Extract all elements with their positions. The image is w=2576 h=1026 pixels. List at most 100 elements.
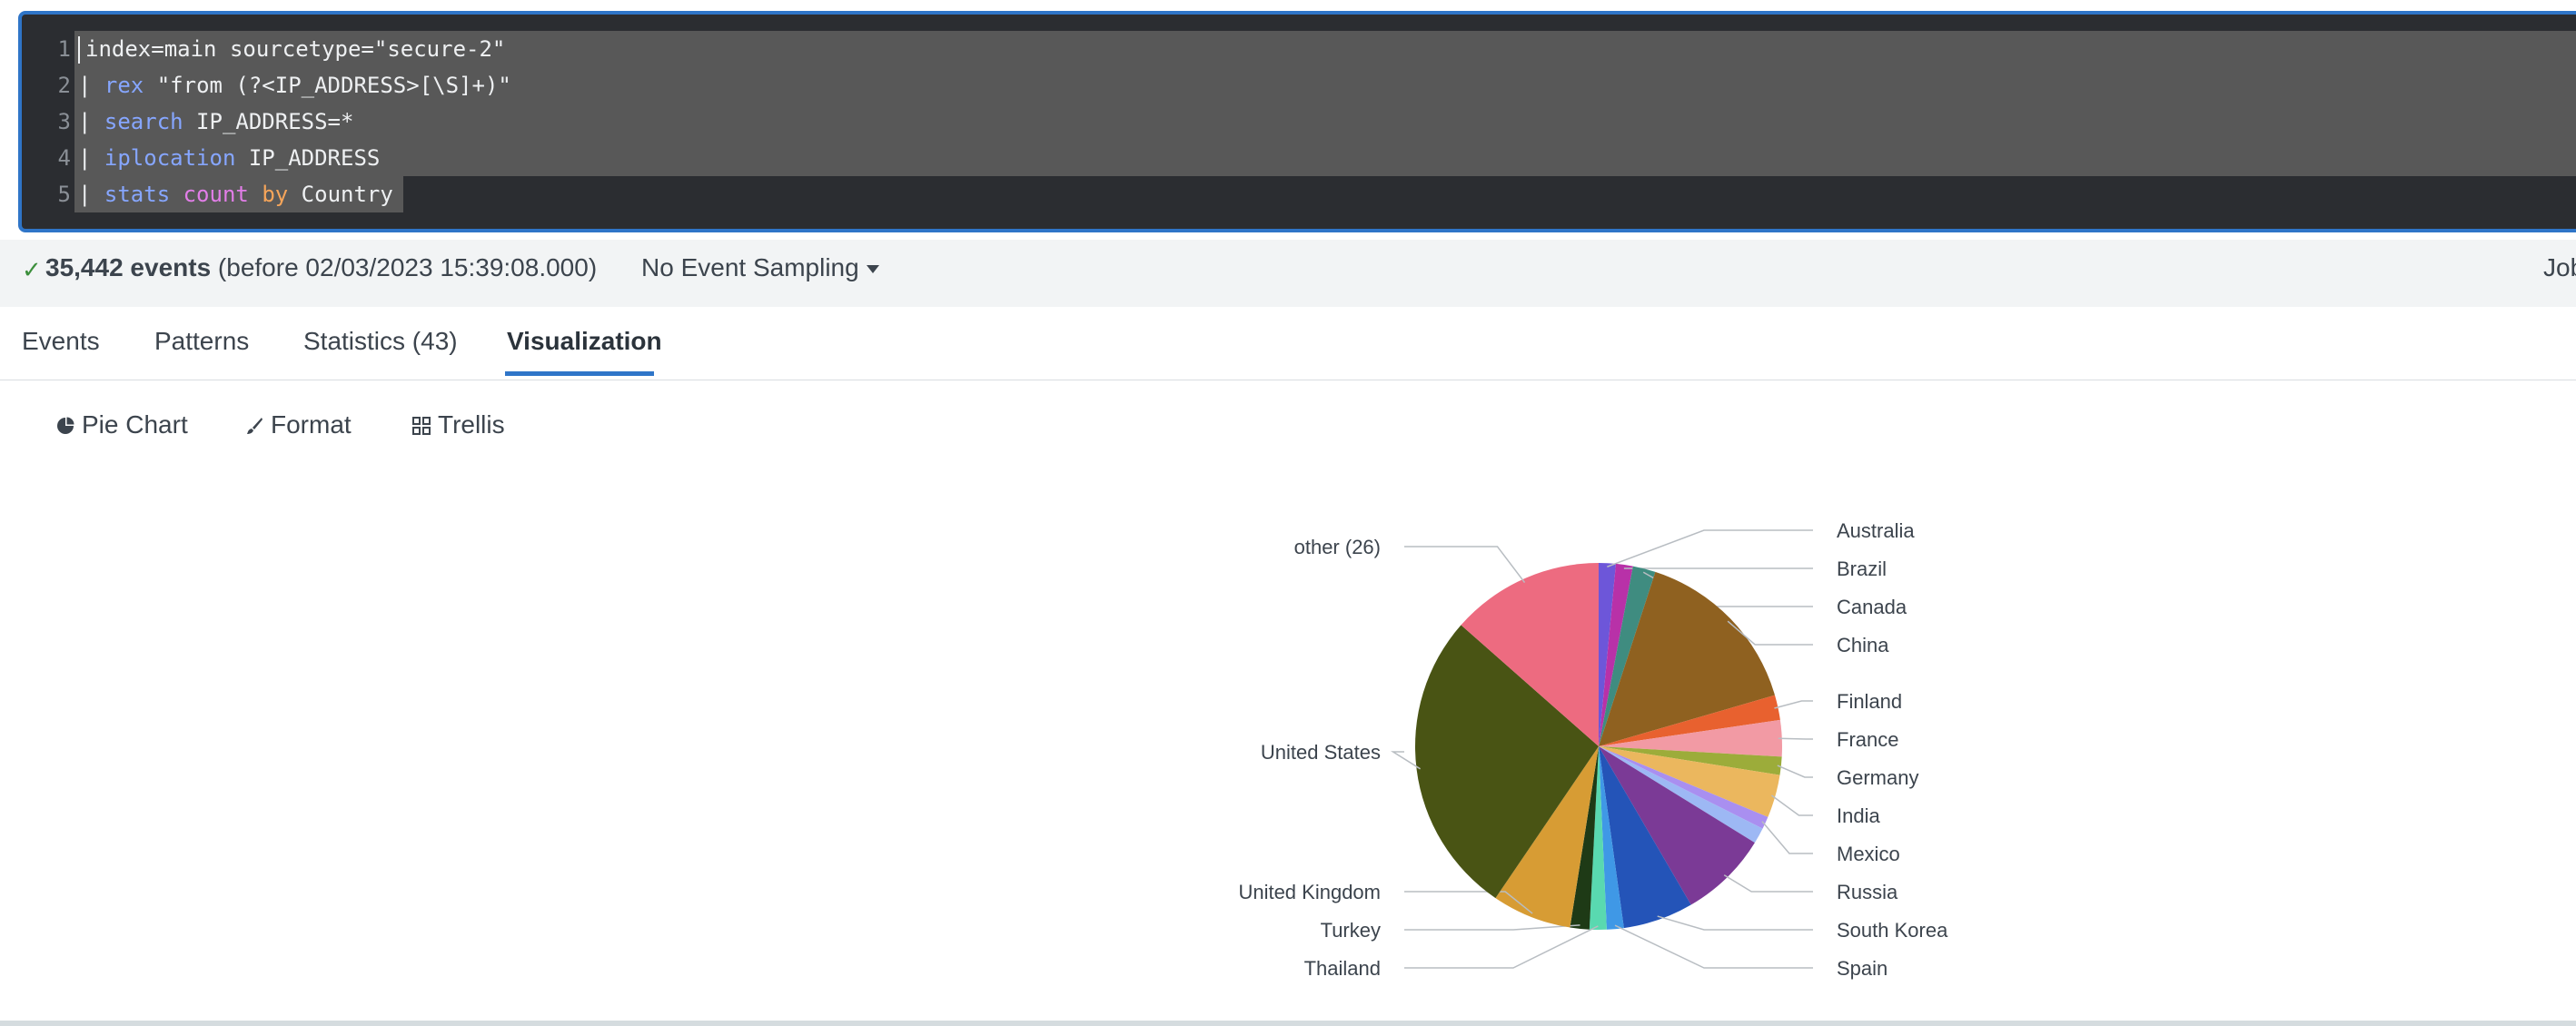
tab-patterns[interactable]: Patterns	[154, 327, 250, 355]
pie-slice[interactable]	[1599, 719, 1782, 757]
function-keyword: count	[183, 182, 249, 207]
command-keyword: search	[104, 109, 183, 134]
slice-label: South Korea	[1837, 919, 1948, 942]
leader-line	[1607, 529, 1813, 567]
leader-line	[1774, 700, 1813, 709]
slice-label: Germany	[1837, 766, 1918, 789]
leader-line	[1404, 891, 1533, 914]
slice-label: Russia	[1837, 881, 1898, 903]
leader-line	[1614, 924, 1813, 969]
command-keyword: stats	[104, 182, 171, 207]
caret-down-icon	[866, 265, 879, 274]
job-status-bar	[0, 240, 2576, 307]
code-text: Country	[288, 182, 393, 207]
trellis-label: Trellis	[438, 410, 505, 439]
search-editor[interactable]: 1 index=main sourcetype="secure-2" 2 | r…	[18, 11, 2576, 232]
line-number: 4	[57, 145, 71, 171]
pie-chart-label: Pie Chart	[82, 410, 188, 439]
leader-line	[1404, 925, 1599, 969]
pie-slice[interactable]	[1599, 746, 1769, 829]
event-count-value: 35,442 events	[45, 253, 212, 281]
pie-chart-button[interactable]: Pie Chart	[56, 410, 188, 441]
pie-chart: Australia Brazil Canada China Finland France G…	[1238, 519, 1948, 980]
slice-label: Mexico	[1837, 843, 1900, 865]
pie-slice[interactable]	[1599, 746, 1755, 905]
leader-line	[1770, 794, 1813, 816]
tab-events[interactable]: Events	[22, 327, 100, 355]
pie-slice[interactable]	[1599, 746, 1624, 930]
pie-slice[interactable]	[1461, 563, 1599, 746]
leader-line	[1404, 924, 1580, 931]
code-text: "from (?<IP_ADDRESS>[\S]+)"	[144, 73, 511, 98]
code-line-4: 4 | iplocation IP_ADDRESS	[22, 140, 2576, 176]
brush-icon	[245, 412, 263, 441]
slice-label: Turkey	[1321, 919, 1381, 942]
grid-icon	[412, 412, 431, 441]
slice-label: Spain	[1837, 957, 1887, 980]
leader-line	[1777, 765, 1813, 778]
leader-line	[1778, 737, 1813, 740]
slice-label: Canada	[1837, 596, 1907, 618]
pie-slice[interactable]	[1570, 746, 1599, 930]
pipe: |	[78, 109, 104, 134]
line-number: 1	[57, 36, 71, 62]
leader-line	[1657, 915, 1813, 931]
pipe: |	[78, 145, 104, 171]
event-sampling-label: No Event Sampling	[641, 253, 859, 281]
event-sampling-dropdown[interactable]: No Event Sampling	[641, 253, 879, 282]
command-keyword: rex	[104, 73, 144, 98]
slice-label: other (26)	[1294, 536, 1381, 558]
event-count-before: (before 02/03/2023 15:39:08.000)	[217, 253, 598, 281]
code-text: IP_ADDRESS	[235, 145, 381, 171]
slice-label: United Kingdom	[1238, 881, 1381, 903]
slice-label: Brazil	[1837, 557, 1887, 580]
pipe: |	[78, 182, 104, 207]
trellis-button[interactable]: Trellis	[412, 410, 505, 441]
code-text: IP_ADDRESS=*	[183, 109, 354, 134]
pie-slice[interactable]	[1589, 746, 1607, 930]
slice-label: France	[1837, 728, 1898, 751]
leader-line	[1404, 546, 1526, 584]
slice-label: United States	[1261, 741, 1381, 764]
code-line-3: 3 | search IP_ADDRESS=*	[22, 104, 2576, 140]
pie-chart-icon	[56, 412, 74, 441]
pie-slice[interactable]	[1599, 563, 1617, 746]
format-button[interactable]: Format	[245, 410, 352, 441]
pie-slice[interactable]	[1599, 695, 1780, 746]
tab-visualization[interactable]: Visualization	[507, 327, 662, 355]
code-text: index=main sourcetype="secure-2"	[85, 36, 506, 62]
code-line-2: 2 | rex "from (?<IP_ADDRESS>[\S]+)"	[22, 67, 2576, 104]
slice-label: China	[1837, 634, 1889, 656]
line-number: 2	[57, 73, 71, 98]
slice-label: Finland	[1837, 690, 1902, 713]
job-menu[interactable]: Job	[2543, 253, 2576, 281]
pie-slice[interactable]	[1599, 746, 1691, 929]
pipe: |	[78, 73, 104, 98]
leader-line	[1761, 821, 1813, 854]
command-keyword: iplocation	[104, 145, 236, 171]
pie-slice[interactable]	[1599, 746, 1780, 817]
pie-slice[interactable]	[1495, 746, 1599, 928]
by-keyword: by	[262, 182, 289, 207]
leader-line	[1390, 751, 1421, 770]
results-tabs: Events Patterns Statistics (43) Visualiz…	[0, 307, 2576, 380]
code-line-1: 1 index=main sourcetype="secure-2"	[22, 31, 2576, 67]
code-line-5: 5 | stats count by Country	[22, 176, 2576, 212]
slice-label: Australia	[1837, 519, 1915, 542]
leader-line	[1727, 620, 1813, 646]
text-cursor	[78, 36, 80, 64]
pie-slice[interactable]	[1599, 563, 1633, 746]
tab-statistics[interactable]: Statistics (43)	[303, 327, 458, 355]
pie-slice[interactable]	[1599, 746, 1782, 775]
line-number: 5	[57, 182, 71, 207]
active-tab-indicator	[505, 371, 654, 376]
scroll-divider	[0, 1021, 2576, 1026]
line-number: 3	[57, 109, 71, 134]
check-icon: ✓	[22, 256, 42, 283]
pie-slice[interactable]	[1599, 571, 1775, 746]
pie-slice[interactable]	[1599, 566, 1656, 746]
event-count: 35,442 events (before 02/03/2023 15:39:0…	[45, 253, 597, 282]
pie-slice[interactable]	[1415, 625, 1599, 899]
pie-slice[interactable]	[1599, 746, 1763, 843]
slice-label: Thailand	[1304, 957, 1381, 980]
